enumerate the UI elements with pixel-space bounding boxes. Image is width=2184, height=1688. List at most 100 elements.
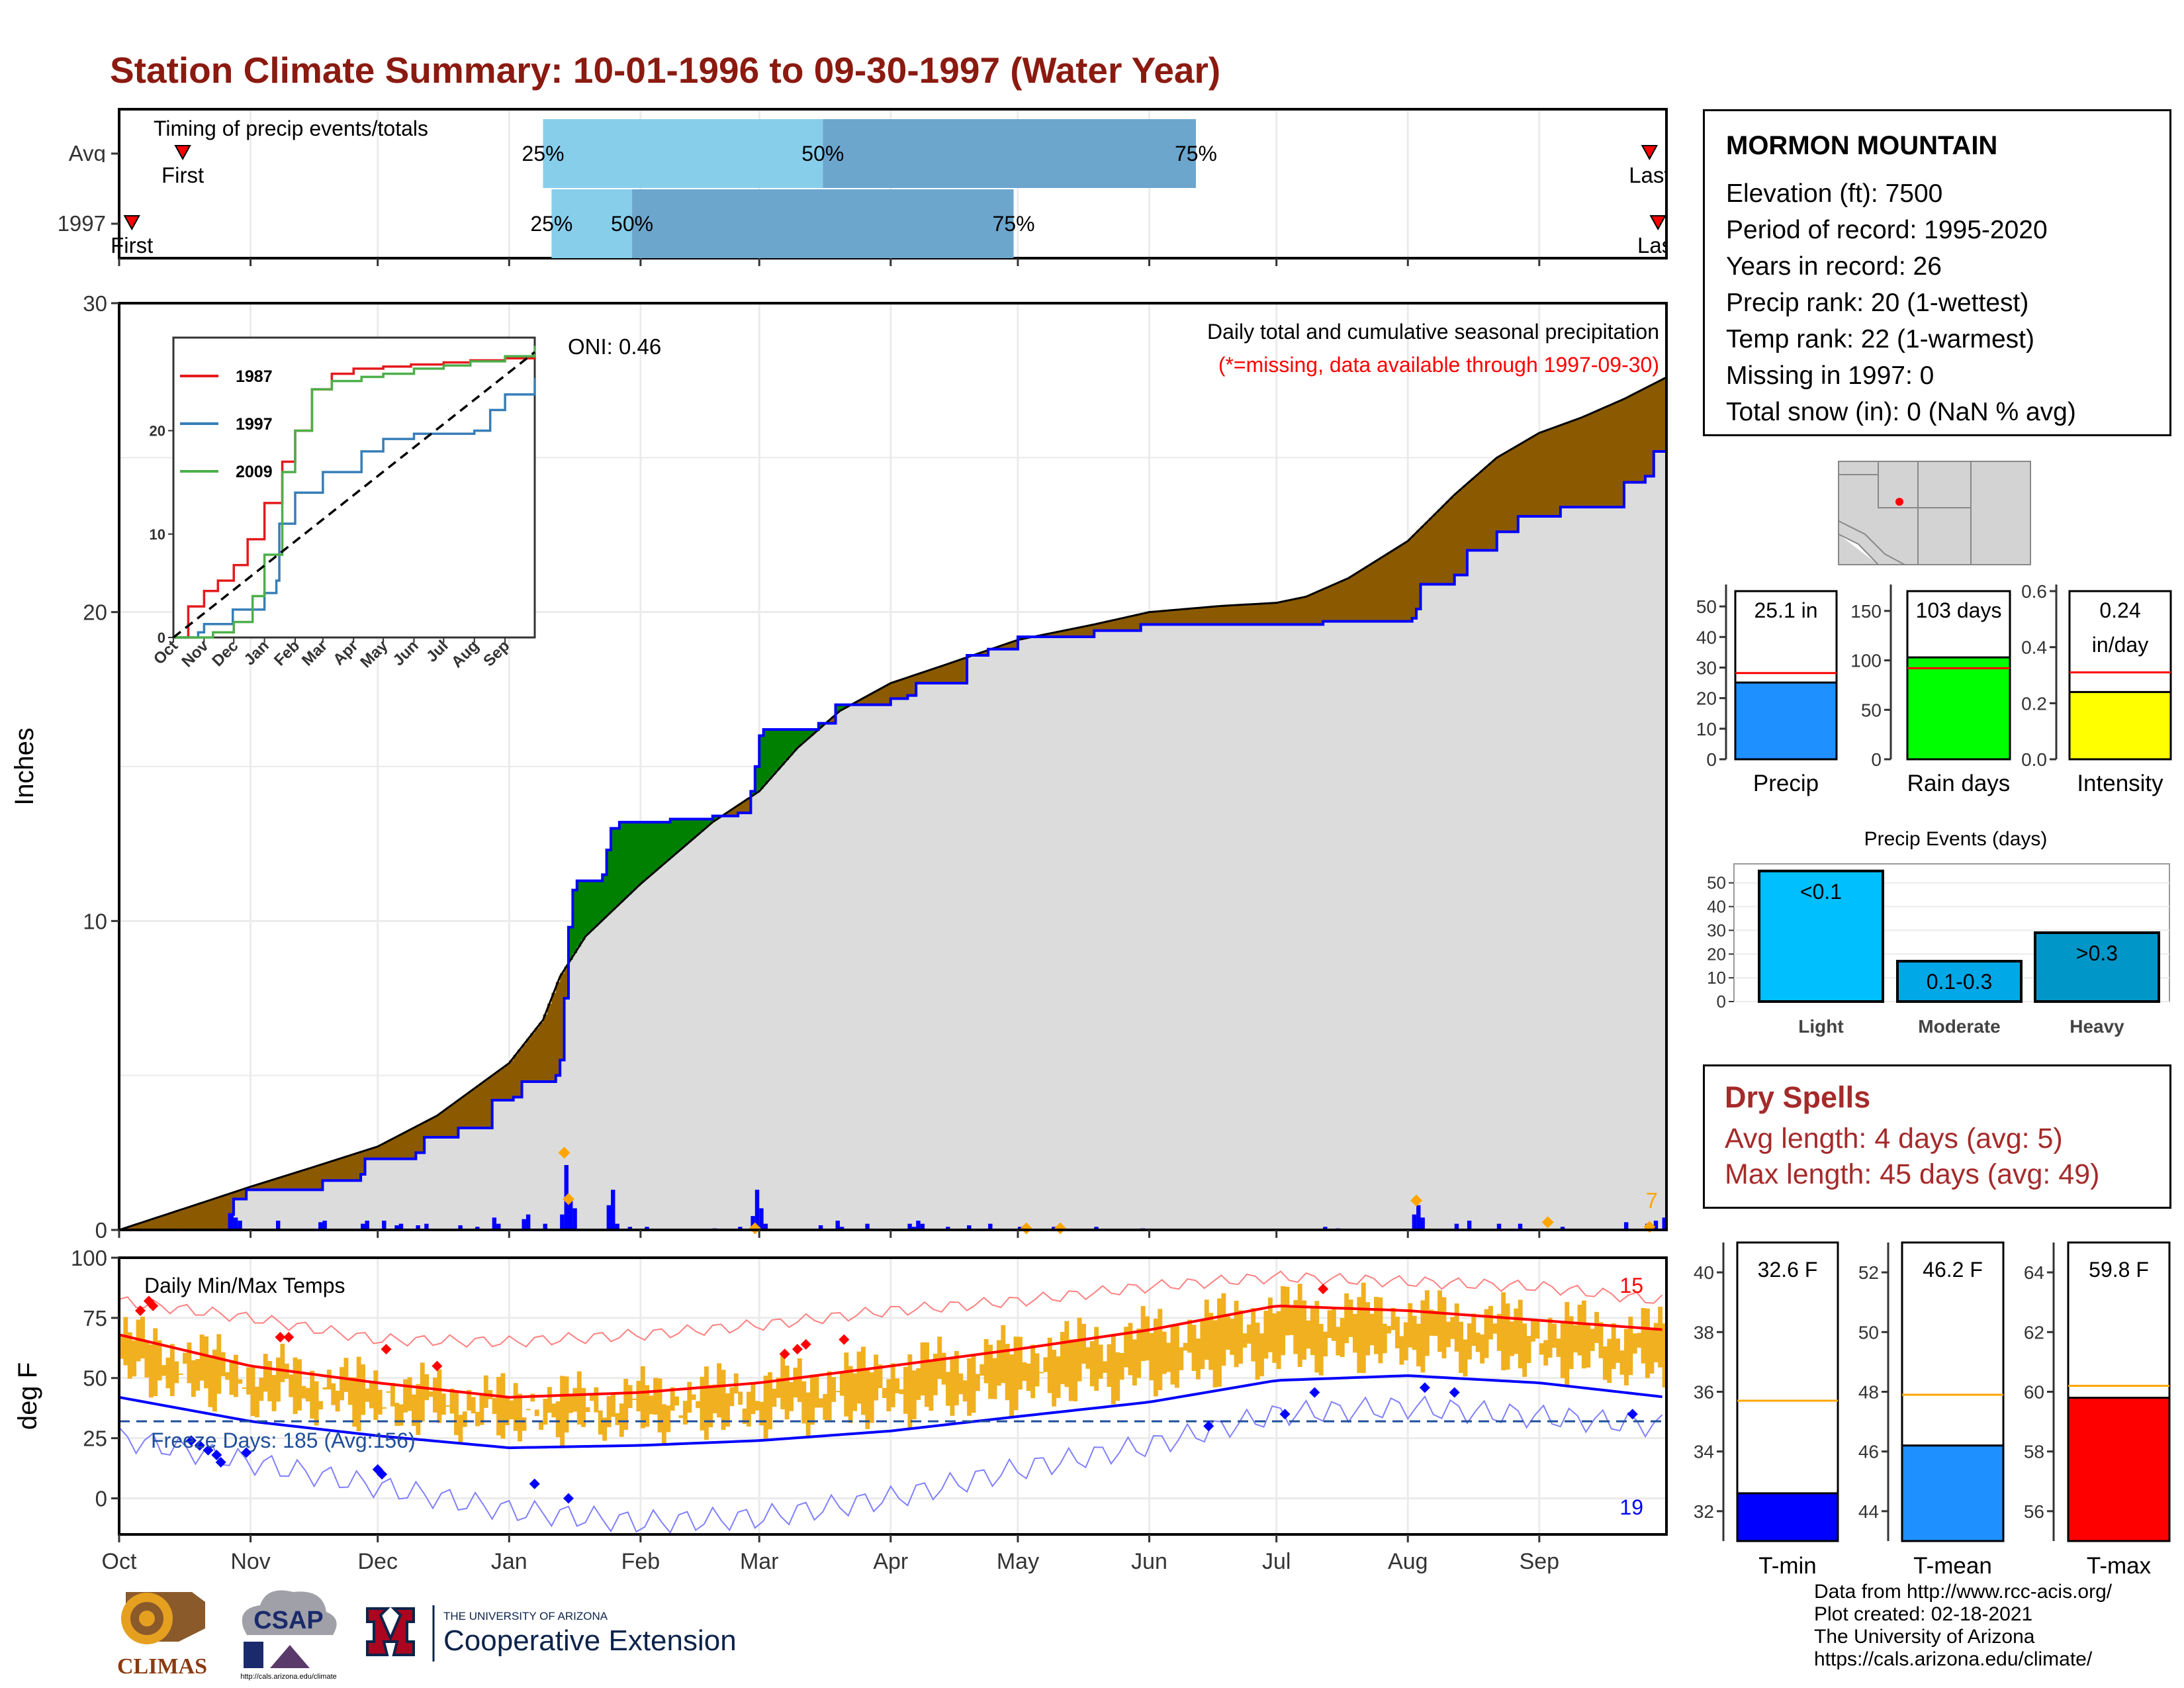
cum-fill-diff [1191,608,1197,625]
cum-fill-base [1623,482,1629,1230]
cum-fill-diff [1352,574,1357,622]
cum-fill-diff [1463,485,1468,575]
record-high-count: 15 [1619,1274,1643,1297]
cum-fill-diff [929,669,934,683]
cum-fill-base [301,1190,306,1230]
temp-range-bar [1318,1323,1324,1376]
dry-spells-max: Max length: 45 days (avg: 49) [1725,1158,2100,1190]
cum-fill-diff [483,1080,488,1128]
cum-fill-base [551,1082,557,1230]
temp-range-bar [560,1376,565,1447]
temp-range-bar [1030,1344,1036,1399]
temp-avg-high-line [118,1304,1662,1399]
cum-fill-diff [627,822,633,894]
temp-range-bar [1509,1321,1514,1356]
cum-fill-diff [293,1172,298,1190]
cum-fill-diff [539,1022,544,1082]
temp-xtick-label: Aug [1388,1549,1428,1574]
cum-fill-base [979,655,985,1230]
temp-range-bar [1009,1354,1015,1417]
temp-range-bar [183,1352,187,1364]
cum-daily-bar [1496,1223,1502,1230]
temp-record-low-marker [215,1456,226,1468]
cum-fill-base [623,898,629,1230]
cum-fill-base [246,1190,251,1230]
cum-fill-diff [911,675,917,696]
cum-fill-base [1403,621,1408,1230]
temp-bar-ytick-label: 44 [1858,1501,1879,1522]
temp-range-bar [759,1401,764,1426]
temp-range-bar [479,1393,484,1425]
temp-range-bar [937,1336,942,1380]
temp-range-bar [204,1336,209,1389]
cum-daily-bar [458,1225,463,1230]
cum-fill-base [1179,624,1184,1230]
cum-fill-diff [996,646,1001,649]
temp-range-bar [979,1364,985,1376]
cum-fill-base [1352,621,1357,1230]
temp-range-bar [437,1369,442,1423]
temp-range-bar [1403,1322,1408,1361]
temp-range-bar [191,1360,196,1397]
cum-fill-base [1327,621,1332,1230]
temp-range-bar [212,1349,217,1412]
cum-fill-base [661,864,666,1230]
cum-fill-base [1263,624,1269,1230]
cum-fill-base [581,939,586,1230]
temp-range-bar [416,1383,421,1435]
cum-fill-base [445,1137,451,1230]
events-title: Precip Events (days) [1864,828,2048,850]
cum-fill-diff [1369,563,1375,622]
temp-range-bar [1619,1350,1625,1375]
temp-bar-ytick-label: 64 [2024,1262,2044,1283]
precip-bar-ytick-label: 0.2 [2021,693,2047,714]
cum-fill-base [509,1100,514,1230]
events-category: Heavy [2070,1016,2124,1037]
temp-range-bar [992,1358,997,1399]
cum-fill-base [907,695,913,1230]
cum-fill-base [1619,507,1625,1230]
temp-range-bar [615,1413,620,1425]
cum-fill-base [390,1158,395,1230]
temp-range-bar [1217,1298,1222,1387]
temp-range-bar [899,1389,904,1395]
cum-fill-diff [187,1207,192,1230]
temp-range-bar [954,1350,959,1405]
cum-fill-diff [547,1004,552,1082]
temp-range-bar [1017,1336,1023,1390]
cum-fill-diff [1590,412,1595,507]
cum-fill-diff [462,1096,467,1128]
cum-fill-diff [1052,632,1057,637]
cum-fill-base [411,1158,416,1230]
temp-range-bar [780,1355,786,1409]
station-temp-rank: Temp rank: 22 (1-warmest) [1726,325,2034,353]
inset-series-line [173,346,536,639]
temp-range-bar [1348,1299,1353,1337]
temp-range-bar [555,1401,561,1438]
cum-fill-base [742,813,747,1230]
cum-fill-diff [204,1201,209,1230]
temp-range-bar [1263,1311,1269,1359]
cum-fill-diff [1531,436,1536,516]
temp-xtick-label: Mar [740,1549,779,1574]
cum-fill-base [992,649,997,1230]
temp-range-bar [627,1385,633,1409]
record-low-count: 19 [1619,1495,1643,1519]
timing-pct-label: 50% [611,212,653,236]
cum-fill-diff [276,1178,281,1190]
cum-fill-base [611,910,616,1230]
cum-ytick-label: 20 [83,600,107,625]
temp-range-bar [670,1387,675,1411]
cum-fill-diff [1658,380,1663,451]
temp-range-bar [148,1344,154,1398]
temp-range-bar [398,1404,404,1426]
cum-fill-base [721,816,726,1230]
cum-fill-diff [1514,446,1519,532]
temp-range-bar [598,1410,603,1435]
cum-fill-diff [195,1204,201,1230]
temp-range-bar [1445,1321,1451,1348]
temp-range-bar [611,1394,615,1417]
cum-fill-diff [305,1168,310,1190]
cum-fill-base [1581,507,1586,1230]
inset-ytick-label: 20 [150,423,165,440]
